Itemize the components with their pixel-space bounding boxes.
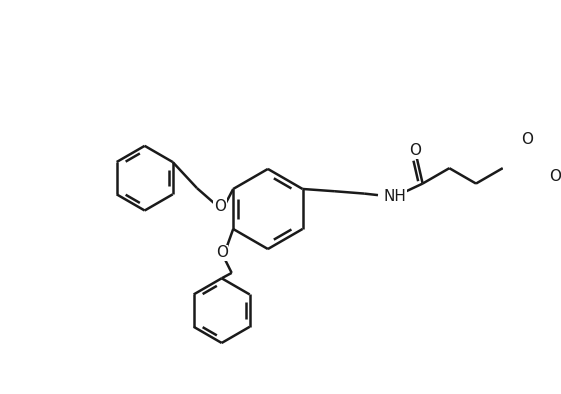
- Text: O: O: [215, 245, 228, 260]
- Text: O: O: [214, 199, 226, 214]
- Text: O: O: [409, 143, 421, 158]
- Text: NH: NH: [383, 189, 406, 204]
- Text: O: O: [521, 132, 533, 147]
- Text: OH: OH: [549, 169, 561, 184]
